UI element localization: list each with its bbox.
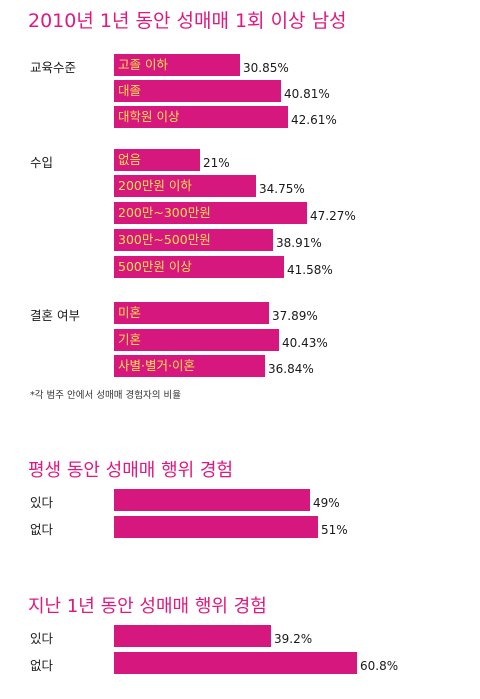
value-label: 37.89% [272, 309, 318, 323]
category-label: 있다 [30, 631, 54, 646]
bar: 300만~500만원 [114, 229, 273, 251]
bar: 500만원 이상 [114, 256, 284, 278]
bar: 대학원 이상 [114, 106, 288, 128]
value-label: 41.58% [287, 263, 333, 277]
bar: 200만~300만원 [114, 202, 307, 224]
value-label: 42.61% [291, 113, 337, 127]
bar: 미혼 [114, 302, 269, 324]
value-label: 36.84% [268, 362, 314, 376]
value-label: 39.2% [274, 632, 313, 646]
chart-title: 2010년 1년 동안 성매매 1회 이상 남성 [28, 10, 347, 32]
footnote: *각 범주 안에서 성매매 경험자의 비율 [30, 390, 181, 401]
bar: 없음 [114, 149, 200, 171]
chart-title: 지난 1년 동안 성매매 행위 경험 [28, 596, 267, 617]
bar: 200만원 이하 [114, 175, 256, 197]
value-label: 34.75% [259, 182, 305, 196]
bar [114, 489, 310, 511]
value-label: 21% [203, 156, 230, 170]
value-label: 60.8% [360, 659, 399, 673]
value-label: 40.81% [284, 87, 330, 101]
bar [114, 652, 357, 674]
value-label: 40.43% [282, 336, 328, 350]
group-label: 교육수준 [30, 60, 77, 75]
value-label: 47.27% [310, 209, 356, 223]
bar [114, 625, 271, 647]
category-label: 없다 [30, 522, 54, 537]
value-label: 30.85% [243, 61, 289, 75]
group-label: 수입 [30, 155, 54, 170]
category-label: 있다 [30, 495, 54, 510]
bar: 기혼 [114, 329, 279, 351]
bar [114, 516, 318, 538]
value-label: 51% [321, 523, 348, 537]
category-label: 없다 [30, 658, 54, 673]
chart-title: 평생 동안 성매매 행위 경험 [28, 460, 234, 481]
value-label: 38.91% [276, 236, 322, 250]
bar: 사별·별거·이혼 [114, 355, 265, 377]
group-label: 결혼 여부 [30, 308, 80, 323]
bar: 고졸 이하 [114, 54, 240, 76]
bar: 대졸 [114, 80, 281, 102]
value-label: 49% [313, 496, 340, 510]
